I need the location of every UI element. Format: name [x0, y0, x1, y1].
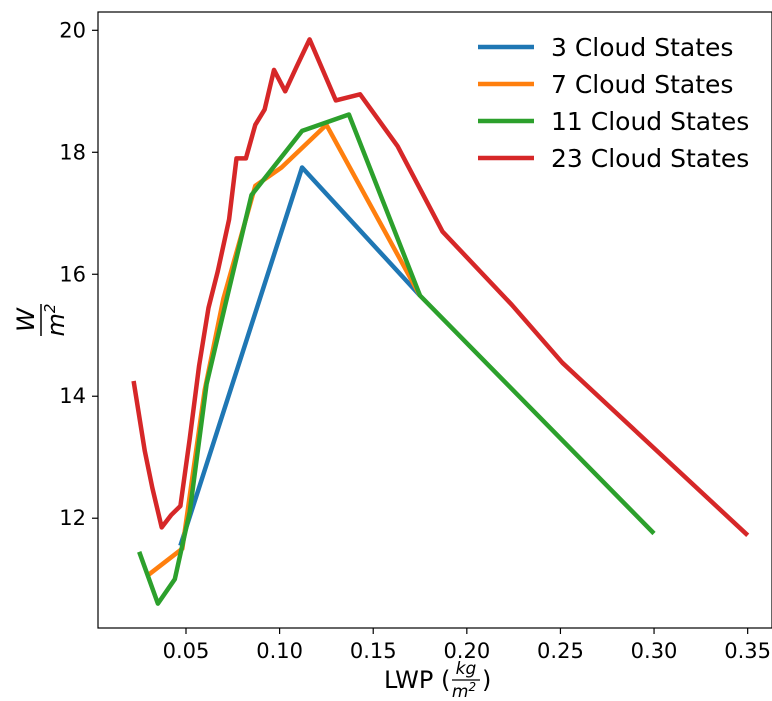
x-axis-label-numerator: kg [456, 659, 477, 679]
y-axis-label-denominator: m2 [41, 304, 70, 337]
series-layer [131, 37, 750, 606]
x-tick-label: 0.15 [350, 639, 397, 663]
x-axis-label-denominator: m2 [452, 680, 476, 701]
legend-label-3-cloud-states: 3 Cloud States [551, 33, 733, 62]
x-axis-label: LWP ( kg m2 ) [384, 659, 491, 701]
series-line-23-cloud-states [131, 37, 750, 537]
y-axis: 12 14 16 18 20 [59, 18, 98, 530]
x-tick-label: 0.10 [256, 639, 303, 663]
x-tick-label: 0.30 [631, 639, 678, 663]
x-axis: 0.05 0.10 0.15 0.20 0.25 0.30 0.35 [163, 628, 771, 663]
y-axis-label-numerator: W [12, 307, 40, 332]
x-tick-label: 0.20 [443, 639, 490, 663]
series-line-3-cloud-states [178, 165, 422, 547]
plot-frame [97, 11, 772, 629]
legend-label-23-cloud-states: 23 Cloud States [551, 144, 749, 173]
y-tick-label: 18 [59, 140, 86, 164]
y-tick-label: 16 [59, 262, 86, 286]
y-tick-label: 12 [59, 506, 86, 530]
x-tick-label: 0.35 [724, 639, 771, 663]
legend: 3 Cloud States 7 Cloud States 11 Cloud Sta… [478, 33, 749, 173]
y-tick-label: 14 [59, 384, 86, 408]
y-axis-label: W m2 [12, 304, 70, 337]
series-line-11-cloud-states [137, 112, 656, 606]
x-axis-label-text: LWP ( [384, 666, 450, 694]
legend-label-7-cloud-states: 7 Cloud States [551, 70, 733, 99]
x-tick-label: 0.25 [537, 639, 584, 663]
legend-label-11-cloud-states: 11 Cloud States [551, 107, 749, 136]
x-axis-label-close: ) [482, 666, 491, 694]
x-tick-label: 0.05 [163, 639, 210, 663]
y-tick-label: 20 [59, 18, 86, 42]
